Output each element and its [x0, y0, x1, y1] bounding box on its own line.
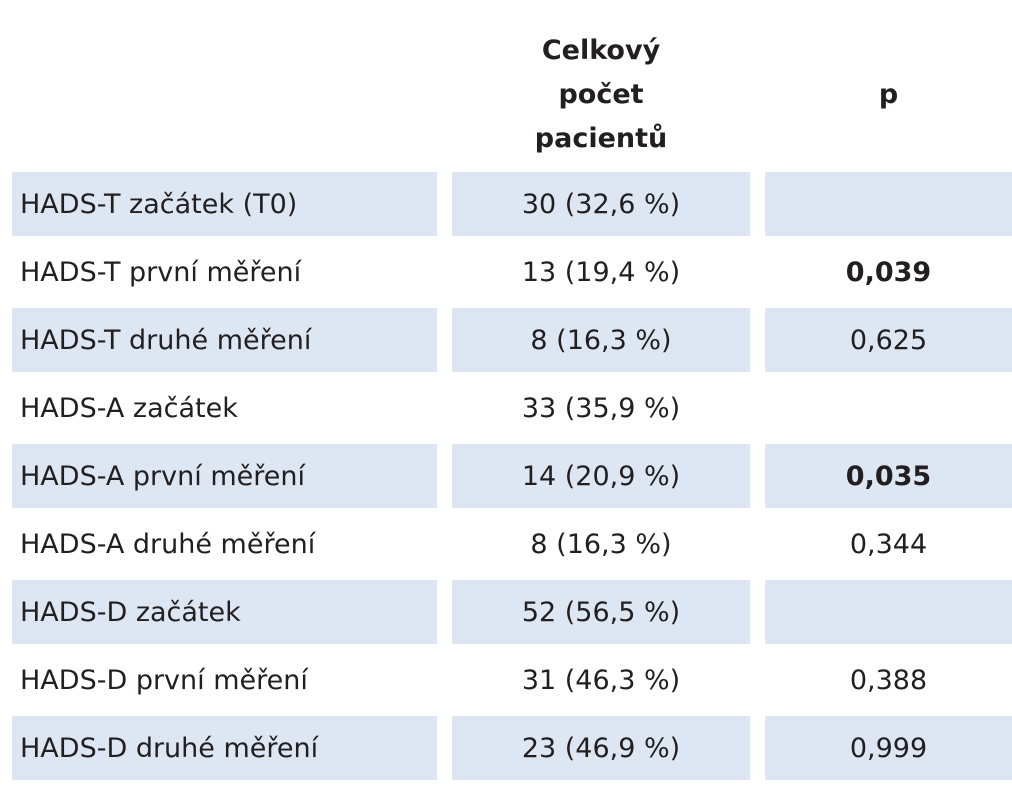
table-cell: HADS-A první měření [12, 444, 437, 508]
cell-text: 0,344 [849, 528, 928, 560]
table-cell: HADS-A začátek [12, 376, 437, 440]
header-text: p [878, 79, 899, 110]
table-cell: 0,999 [765, 716, 1012, 780]
cell-text: 13 (19,4 %) [521, 256, 681, 288]
cell-text: 0,039 [845, 256, 932, 288]
table-cell: 0,344 [765, 512, 1012, 576]
cell-text: 30 (32,6 %) [521, 188, 681, 220]
table-cell [765, 580, 1012, 644]
row-label: HADS-T začátek (T0) [20, 188, 298, 220]
table-cell: HADS-T první měření [12, 240, 437, 304]
table-cell: HADS-D začátek [12, 580, 437, 644]
table-cell: 31 (46,3 %) [452, 648, 750, 712]
cell-text: 0,388 [849, 664, 928, 696]
cell-text: 14 (20,9 %) [521, 460, 681, 492]
table-cell: 52 (56,5 %) [452, 580, 750, 644]
table-cell: 8 (16,3 %) [452, 308, 750, 372]
table-cell: 14 (20,9 %) [452, 444, 750, 508]
table-cell: HADS-D první měření [12, 648, 437, 712]
cell-text: 23 (46,9 %) [521, 732, 681, 764]
cell-text: 0,999 [849, 732, 928, 764]
row-label: HADS-T druhé měření [20, 324, 312, 356]
row-label: HADS-D první měření [20, 664, 308, 696]
table-cell: 33 (35,9 %) [452, 376, 750, 440]
row-label: HADS-A začátek [20, 392, 238, 424]
header-cell: Celkový počet pacientů [452, 20, 750, 170]
cell-text: 0,035 [845, 460, 932, 492]
header-text: Celkový počet pacientů [534, 35, 668, 154]
table-cell: 30 (32,6 %) [452, 172, 750, 236]
table-cell: HADS-A druhé měření [12, 512, 437, 576]
row-label: HADS-D začátek [20, 596, 241, 628]
table-cell [765, 172, 1012, 236]
cell-text: 31 (46,3 %) [521, 664, 681, 696]
header-cell: p [765, 20, 1012, 170]
table-cell: 0,625 [765, 308, 1012, 372]
row-label: HADS-A druhé měření [20, 528, 316, 560]
table-cell: HADS-T začátek (T0) [12, 172, 437, 236]
table-cell: HADS-D druhé měření [12, 716, 437, 780]
table-cell: 8 (16,3 %) [452, 512, 750, 576]
row-label: HADS-T první měření [20, 256, 302, 288]
table-cell: 23 (46,9 %) [452, 716, 750, 780]
table-cell: 0,039 [765, 240, 1012, 304]
row-label: HADS-D druhé měření [20, 732, 319, 764]
cell-text: 8 (16,3 %) [530, 324, 672, 356]
table-cell: HADS-T druhé měření [12, 308, 437, 372]
table-cell: 13 (19,4 %) [452, 240, 750, 304]
cell-text: 52 (56,5 %) [521, 596, 681, 628]
table-cell: 0,388 [765, 648, 1012, 712]
row-label: HADS-A první měření [20, 460, 305, 492]
cell-text: 33 (35,9 %) [521, 392, 681, 424]
table-cell [765, 376, 1012, 440]
cell-text: 0,625 [849, 324, 928, 356]
table-cell: 0,035 [765, 444, 1012, 508]
cell-text: 8 (16,3 %) [530, 528, 672, 560]
